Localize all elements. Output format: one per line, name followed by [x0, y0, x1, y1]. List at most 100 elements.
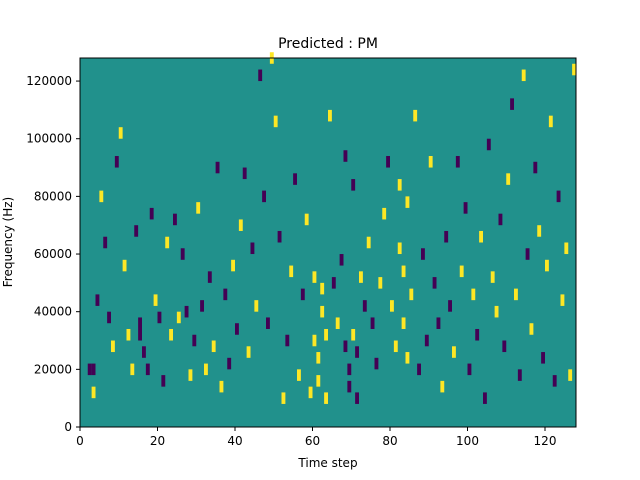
heatmap-cell-low — [436, 317, 441, 329]
heatmap-cell-low — [149, 207, 154, 220]
heatmap-cell-high — [401, 317, 406, 329]
heatmap-cell-high — [506, 173, 511, 185]
heatmap-cell-low — [525, 248, 530, 260]
heatmap-cell-low — [498, 213, 503, 226]
x-tick-label: 20 — [150, 434, 165, 448]
y-tick-label: 80000 — [34, 189, 72, 203]
heatmap-cell-low — [114, 156, 119, 168]
heatmap-cell-high — [204, 363, 208, 376]
heatmap-cell-high — [169, 328, 173, 341]
heatmap-cell-high — [130, 363, 135, 376]
heatmap-cell-high — [537, 225, 542, 237]
heatmap-cell-high — [196, 202, 201, 214]
heatmap-cell-low — [142, 346, 146, 358]
heatmap-cell-high — [324, 392, 328, 404]
x-tick-label: 0 — [76, 434, 84, 448]
heatmap-cell-high — [490, 271, 495, 283]
heatmap-cell-low — [347, 380, 352, 393]
heatmap-cell-high — [393, 340, 398, 353]
heatmap-cells — [87, 52, 576, 404]
heatmap-cell-low — [351, 179, 356, 191]
heatmap-cell-low — [258, 69, 263, 82]
heatmap-cell-high — [153, 294, 158, 306]
heatmap-cell-high — [545, 259, 549, 272]
heatmap-cell-low — [262, 190, 266, 203]
heatmap-cell-low — [444, 230, 449, 243]
heatmap-cell-low — [517, 369, 522, 381]
heatmap-cell-high — [328, 109, 332, 122]
heatmap-cell-high — [560, 294, 565, 306]
heatmap-cell-low — [266, 317, 270, 329]
heatmap-cell-high — [568, 369, 573, 381]
heatmap-cell-low — [552, 375, 557, 387]
heatmap-cell-high — [529, 323, 534, 335]
heatmap-cell-high — [564, 242, 569, 255]
heatmap-cell-low — [362, 300, 367, 312]
y-tick-label: 0 — [64, 420, 72, 434]
heatmap-cell-high — [254, 300, 259, 312]
heatmap-cell-high — [111, 340, 115, 353]
heatmap-cell-high — [459, 265, 464, 278]
heatmap-cell-high — [297, 369, 301, 381]
heatmap-cell-low — [343, 340, 348, 353]
heatmap-cell-high — [471, 288, 476, 301]
heatmap-cell-low — [463, 202, 468, 214]
heatmap-cell-low — [486, 138, 491, 151]
heatmap-cell-low — [215, 161, 220, 174]
heatmap-cell-low — [374, 357, 379, 370]
heatmap-cell-high — [176, 311, 181, 324]
heatmap-cell-high — [397, 242, 402, 255]
heatmap-cell-low — [355, 346, 359, 358]
heatmap-cell-low — [277, 230, 282, 243]
heatmap-cell-high — [382, 207, 387, 220]
heatmap-cell-high — [316, 352, 321, 364]
heatmap-cell-low — [467, 363, 472, 376]
x-tick-label: 120 — [534, 434, 557, 448]
heatmap-cell-low — [91, 363, 96, 376]
heatmap-cell-high — [351, 328, 356, 341]
heatmap-cell-low — [300, 288, 305, 301]
y-axis-ticks: 0 20000 40000 60000 80000 100000 120000 — [26, 74, 80, 434]
heatmap-cell-high — [273, 115, 278, 128]
heatmap-cell-high — [479, 230, 483, 243]
heatmap-cell-high — [211, 340, 216, 353]
heatmap-cell-high — [304, 213, 309, 226]
heatmap-cell-high — [289, 265, 294, 278]
heatmap-cell-low — [200, 300, 204, 312]
heatmap-cell-high — [238, 219, 243, 231]
heatmap-cell-low — [145, 363, 150, 376]
heatmap-cell-low — [138, 317, 142, 329]
heatmap-cell-high — [335, 317, 340, 329]
heatmap-cell-low — [339, 254, 344, 266]
x-tick-label: 80 — [382, 434, 397, 448]
heatmap-cell-low — [103, 236, 108, 249]
heatmap-cell-high — [397, 179, 402, 191]
heatmap-cell-high — [494, 305, 499, 318]
heatmap-cell-high — [521, 69, 526, 82]
chart-title: Predicted : PM — [278, 36, 378, 52]
heatmap-cell-high — [401, 265, 406, 278]
y-tick-label: 20000 — [34, 362, 72, 376]
x-tick-label: 60 — [305, 434, 320, 448]
heatmap-cell-low — [184, 305, 189, 318]
y-tick-label: 60000 — [34, 247, 72, 261]
heatmap-cell-high — [308, 386, 313, 399]
y-axis-label: Frequency (Hz) — [1, 197, 15, 288]
heatmap-cell-low — [455, 156, 460, 168]
y-tick-label: 120000 — [26, 74, 72, 88]
heatmap-cell-low — [421, 248, 425, 260]
heatmap-cell-high — [366, 236, 371, 249]
heatmap-cell-high — [378, 277, 383, 289]
x-axis-label: Time step — [297, 456, 357, 470]
heatmap-cell-high — [409, 288, 414, 301]
heatmap-cell-low — [95, 294, 100, 306]
heatmap-cell-high — [440, 380, 445, 393]
heatmap-cell-low — [293, 173, 297, 185]
heatmap-cell-low — [192, 334, 197, 347]
heatmap-cell-low — [347, 363, 352, 376]
heatmap-cell-low — [180, 248, 185, 260]
heatmap-cell-low — [235, 323, 239, 335]
heatmap-cell-high — [122, 259, 127, 272]
heatmap-cell-high — [312, 334, 317, 347]
heatmap-cell-high — [324, 328, 328, 341]
